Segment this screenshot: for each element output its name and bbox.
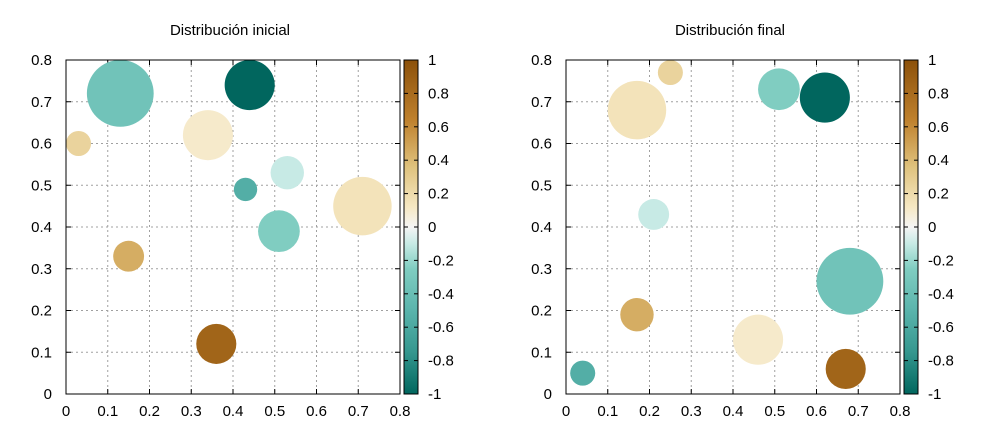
data-point: [270, 156, 304, 190]
colorbar-tick-label: 0: [928, 219, 936, 236]
x-tick-label: 0.4: [723, 403, 744, 420]
x-tick-label: 0.2: [639, 403, 660, 420]
colorbar-tick-label: 0.4: [428, 152, 449, 169]
colorbar-tick-label: -0.2: [928, 252, 954, 269]
colorbar-tick-label: 1: [428, 52, 436, 69]
data-point: [657, 60, 683, 86]
colorbar-tick-label: -0.8: [428, 353, 454, 370]
y-tick-label: 0.2: [531, 303, 552, 320]
x-tick-label: 0.7: [348, 403, 369, 420]
y-tick-label: 0.1: [531, 344, 552, 361]
y-tick-label: 0.8: [531, 52, 552, 69]
x-tick-label: 0.2: [139, 403, 160, 420]
y-tick-label: 0.6: [31, 136, 52, 153]
colorbar-tick-label: -1: [428, 386, 441, 403]
colorbar-tick-label: -0.4: [928, 286, 954, 303]
y-tick-label: 0.3: [531, 261, 552, 278]
data-point: [258, 210, 300, 253]
y-tick-label: 0.1: [31, 344, 52, 361]
data-point: [86, 60, 154, 127]
data-point: [333, 176, 392, 236]
colorbar-tick-label: 1: [928, 52, 936, 69]
x-tick-label: 0.6: [306, 403, 327, 420]
x-tick-label: 0.8: [390, 403, 411, 420]
x-tick-label: 0.1: [97, 403, 118, 420]
x-tick-label: 0: [562, 403, 570, 420]
data-point: [733, 314, 784, 365]
plot-frame: [65, 59, 401, 395]
data-point: [570, 360, 596, 386]
y-tick-label: 0.4: [31, 219, 52, 236]
x-tick-label: 0.5: [764, 403, 785, 420]
points-group: [66, 60, 392, 364]
chart-panel-2: Distribución final 0 0.1 0.2 0.3 0.4 0.5 0.6 0.7…: [531, 22, 954, 420]
points-group: [570, 60, 884, 389]
colorbar-tick-label: 0.6: [928, 119, 949, 136]
data-point: [816, 247, 884, 315]
x-tick-label: 0.3: [181, 403, 202, 420]
y-tick-label: 0.7: [31, 94, 52, 111]
colorbar-tick-label: -1: [928, 386, 941, 403]
colorbar-tick-label: 0.8: [928, 85, 949, 102]
chart-title: Distribución final: [675, 22, 785, 39]
x-tick-label: 0.5: [264, 403, 285, 420]
x-tick-label: 0.7: [848, 403, 869, 420]
colorbar-tick-label: -0.6: [428, 319, 454, 336]
y-tick-label: 0: [44, 386, 52, 403]
chart-panel-1: Distribución inicial 0 0.1 0.2 0.3 0.4 0.5 0.6 0…: [31, 22, 454, 420]
data-point: [799, 72, 850, 123]
colorbar-tick-label: 0.6: [428, 119, 449, 136]
colorbar-tick-label: -0.6: [928, 319, 954, 336]
colorbar-tick-label: -0.4: [428, 286, 454, 303]
colorbar-tick-label: 0.2: [428, 186, 449, 203]
x-tick-label: 0: [62, 403, 70, 420]
data-point: [66, 130, 92, 157]
y-tick-label: 0.7: [531, 94, 552, 111]
y-tick-label: 0.8: [31, 52, 52, 69]
colorbar-tick-label: -0.2: [428, 252, 454, 269]
x-tick-label: 0.1: [597, 403, 618, 420]
data-point: [758, 68, 800, 111]
colorbar-tick-label: -0.8: [928, 353, 954, 370]
data-point: [638, 199, 670, 230]
colorbar-tick-label: 0: [428, 219, 436, 236]
x-tick-label: 0.4: [223, 403, 244, 420]
data-point: [224, 60, 275, 111]
data-point: [825, 348, 866, 389]
data-point: [233, 177, 258, 202]
data-point: [182, 110, 233, 161]
y-tick-label: 0.5: [531, 177, 552, 194]
x-tick-label: 0.8: [890, 403, 911, 420]
y-tick-label: 0.5: [31, 177, 52, 194]
x-tick-label: 0.3: [681, 403, 702, 420]
data-point: [607, 80, 667, 140]
plot-frame: [565, 59, 901, 395]
chart-title: Distribución inicial: [170, 22, 290, 39]
x-tick-label: 0.6: [806, 403, 827, 420]
colorbar-tick-label: 0.8: [428, 85, 449, 102]
y-tick-label: 0.2: [31, 303, 52, 320]
data-point: [196, 323, 237, 364]
data-point: [113, 240, 145, 272]
y-tick-label: 0.4: [531, 219, 552, 236]
y-tick-label: 0.3: [31, 261, 52, 278]
y-tick-label: 0: [544, 386, 552, 403]
data-point: [620, 297, 654, 332]
y-tick-label: 0.6: [531, 136, 552, 153]
colorbar-tick-label: 0.2: [928, 186, 949, 203]
colorbar-tick-label: 0.4: [928, 152, 949, 169]
